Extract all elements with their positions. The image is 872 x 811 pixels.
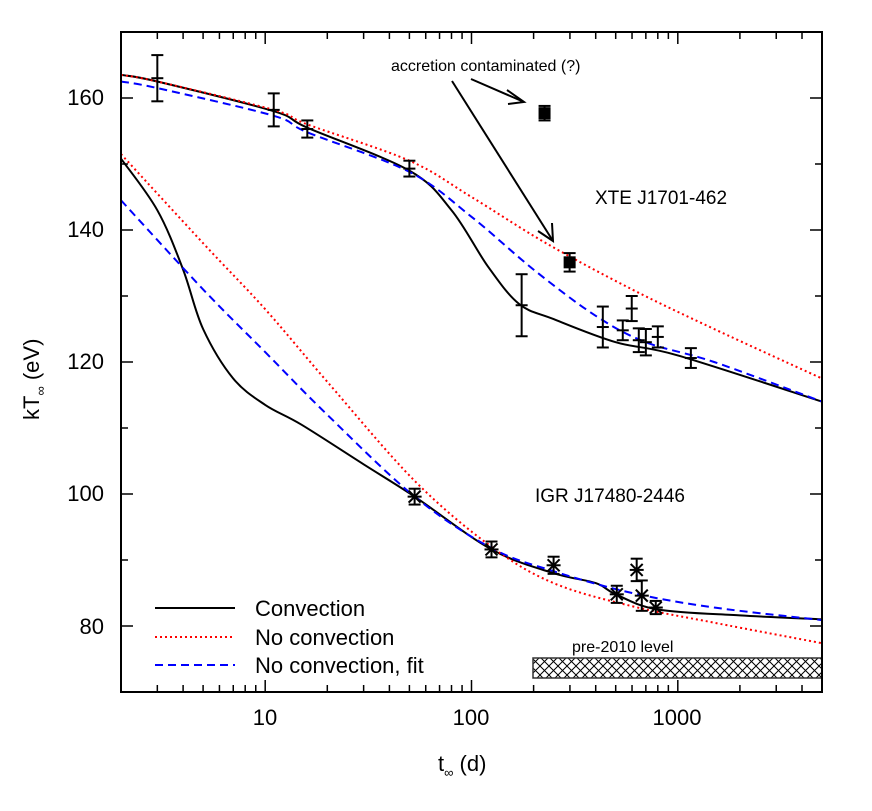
pre-2010-level-band [532, 657, 823, 679]
data-point [609, 584, 624, 604]
data-points [151, 54, 697, 616]
data-point [616, 319, 629, 342]
igr-label: IGR J17480-2446 [535, 486, 685, 507]
ytick-100: 100 [67, 481, 104, 506]
model-curves [121, 73, 822, 645]
curve-xte-convection [121, 73, 822, 403]
data-point [632, 327, 645, 354]
y-axis-label: kT∞ (eV) [19, 339, 48, 420]
curve-igr-no-convection-fit [121, 199, 822, 622]
xtick-100: 100 [453, 705, 490, 730]
accretion-annotation: accretion contaminated (?) [391, 58, 580, 75]
x-axis-label: t∞ (d) [438, 751, 486, 780]
data-point [403, 159, 416, 178]
legend-convection-label: Convection [255, 596, 365, 621]
data-point [625, 295, 638, 323]
xtick-1000: 1000 [653, 705, 702, 730]
curve-xte-no-convection [121, 73, 822, 380]
legend-no-convection-label: No convection [255, 625, 394, 650]
data-point [639, 328, 652, 357]
data-point [651, 325, 664, 349]
data-point [684, 347, 697, 369]
ytick-160: 160 [67, 85, 104, 110]
annotation-arrows [451, 78, 555, 243]
curve-igr-convection [121, 158, 822, 621]
ytick-120: 120 [67, 349, 104, 374]
data-point [629, 557, 644, 583]
data-point [634, 579, 649, 612]
curve-igr-no-convection [121, 153, 822, 645]
xte-label: XTE J1701-462 [595, 188, 727, 209]
data-point [407, 487, 422, 506]
data-point [648, 599, 663, 616]
xtick-10: 10 [253, 705, 277, 730]
data-point [546, 555, 561, 575]
legend-fit-label: No convection, fit [255, 653, 424, 678]
data-point [151, 54, 164, 103]
data-point [301, 119, 314, 139]
ytick-80: 80 [80, 614, 104, 639]
data-point [484, 540, 499, 559]
pre-2010-label: pre-2010 level [572, 639, 673, 656]
data-point [267, 92, 280, 128]
data-point [538, 104, 551, 122]
data-point [596, 305, 609, 349]
data-point [563, 252, 576, 273]
axis-ticks [120, 32, 823, 692]
ytick-140: 140 [67, 217, 104, 242]
data-point [515, 273, 528, 338]
curve-xte-no-convection-fit [121, 80, 822, 403]
legend: Convection No convection No convection, … [155, 596, 424, 678]
